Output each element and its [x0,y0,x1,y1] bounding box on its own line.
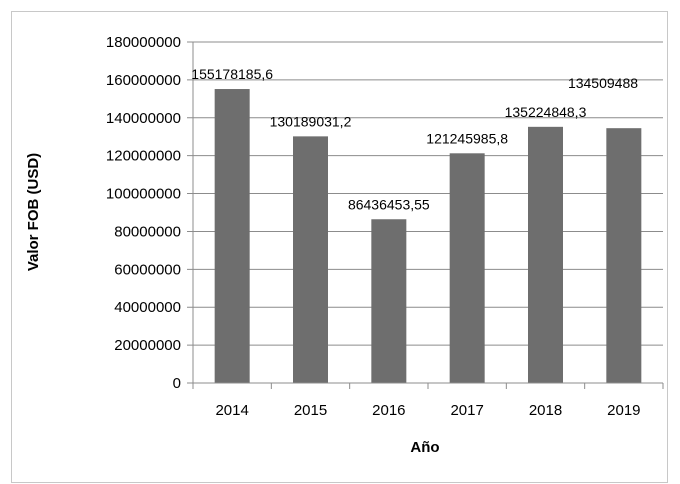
data-label-2015: 130189031,2 [270,113,352,129]
y-tick-label: 20000000 [114,337,181,354]
y-tick-label: 160000000 [106,72,181,89]
x-tick-label: 2019 [607,402,640,419]
data-label-2014: 155178185,6 [191,66,273,82]
bar-2015 [293,136,328,383]
y-tick-label: 100000000 [106,186,181,203]
x-tick-label: 2014 [215,402,248,419]
data-label-2018: 135224848,3 [505,104,587,120]
bars [187,89,663,384]
y-tick-labels: 0 20000000 40000000 60000000 80000000 1000000… [106,34,181,392]
bar-2014 [214,89,250,383]
data-label-2016: 86436453,55 [348,196,430,212]
data-label-2019: 134509488 [568,75,638,91]
data-labels: 155178185,6 130189031,2 86436453,55 1212459… [191,66,638,212]
bar-2016 [371,219,407,383]
x-tick-label: 2015 [294,402,327,419]
y-tick-label: 40000000 [114,299,181,316]
y-tick-label: 60000000 [114,261,181,278]
x-tick-label: 2016 [372,402,405,419]
x-axis-title: Año [410,439,439,456]
y-tick-label: 120000000 [106,148,181,165]
bar-2018 [528,126,563,383]
data-label-2017: 121245985,8 [426,130,508,146]
x-tick-labels: 2014 2015 2016 2017 2018 2019 [215,402,640,419]
x-tick-label: 2018 [529,402,562,419]
bar-2019 [606,128,642,383]
y-tick-label: 180000000 [106,34,181,51]
y-tick-label: 140000000 [106,110,181,127]
x-tick-label: 2017 [450,402,483,419]
y-axis-title: Valor FOB (USD) [25,153,42,271]
y-tick-label: 0 [173,375,181,392]
y-tick-label: 80000000 [114,223,181,240]
bar-2017 [449,153,485,383]
gridlines [187,41,664,389]
